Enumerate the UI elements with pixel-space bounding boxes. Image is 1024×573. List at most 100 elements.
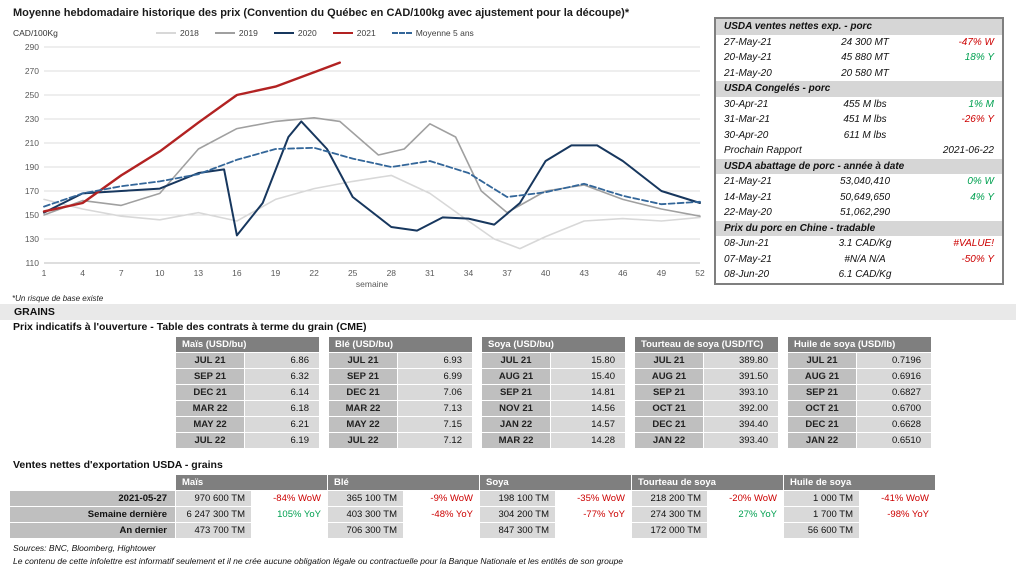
- contract-price: 6.86: [245, 353, 319, 368]
- contract-price: 7.13: [398, 401, 472, 416]
- svg-text:210: 210: [25, 138, 39, 148]
- panel-row-change: [918, 68, 994, 80]
- contract-price: 394.40: [704, 417, 778, 432]
- contract-month: MAR 22: [482, 433, 550, 448]
- contract-month: AUG 21: [788, 369, 856, 384]
- futures-group: Tourteau de soya (USD/TC) JUL 21 389.80 AUG…: [635, 337, 778, 448]
- panel-row-date: 22-May-20: [724, 207, 772, 218]
- panel-row-change: 1% M: [968, 98, 994, 110]
- legend-label: 2020: [297, 28, 317, 38]
- panel-row-date: Prochain Rapport: [724, 145, 802, 156]
- contract-price: 14.57: [551, 417, 625, 432]
- exports-change: 27% YoY: [708, 507, 783, 522]
- svg-text:13: 13: [194, 268, 204, 278]
- contract-month: JUL 21: [176, 353, 244, 368]
- panel-row-value: 611 M lbs: [843, 129, 887, 141]
- panel-row: 27-May-21 24 300 MT -47% W: [716, 35, 1002, 51]
- legend-swatch: [391, 32, 412, 34]
- exports-value: 970 600 TM: [176, 491, 251, 506]
- exports-change: [708, 523, 783, 538]
- legend-label: 2019: [238, 28, 258, 38]
- panel-row-date: 08-Jun-20: [724, 269, 770, 280]
- svg-text:28: 28: [387, 268, 397, 278]
- panel-row: 30-Apr-21 455 M lbs 1% M: [716, 97, 1002, 113]
- contract-price: 15.80: [551, 353, 625, 368]
- price-chart: 110 130 150 170 190 210 230 250 270 290 1 4 7 10 13 16 1…: [25, 42, 705, 289]
- panel-row-date: 31-Mar-21: [724, 114, 770, 125]
- exports-change: [556, 523, 631, 538]
- exports-table: Maïs Blé Soya Tourteau de soya Huile de soya…: [10, 475, 935, 538]
- panel-row: 20-May-21 45 880 MT 18% Y: [716, 50, 1002, 66]
- legend-swatch: [156, 32, 176, 34]
- sources-line: Sources: BNC, Bloomberg, Hightower: [13, 543, 156, 553]
- futures-group: Huile de soya (USD/lb) JUL 21 0.7196 AUG 21…: [788, 337, 931, 448]
- contract-month: SEP 21: [788, 385, 856, 400]
- futures-group-header: Tourteau de soya (USD/TC): [635, 337, 778, 352]
- exports-value: 172 000 TM: [632, 523, 707, 538]
- panel-row-date: 14-May-21: [724, 191, 772, 203]
- page-title: Moyenne hebdomadaire historique des prix…: [13, 7, 630, 19]
- panel-row: 08-Jun-21 3.1 CAD/Kg #VALUE!: [716, 236, 1002, 252]
- panel-row-change: 4% Y: [970, 191, 994, 203]
- panel-row-change: #VALUE!: [953, 238, 994, 249]
- panel-section-header: Prix du porc en Chine - tradable: [716, 220, 1002, 236]
- contract-month: JUL 21: [329, 353, 397, 368]
- contract-month: OCT 21: [635, 401, 703, 416]
- panel-section-header: USDA ventes nettes exp. - porc: [716, 19, 1002, 35]
- chart-y-axis-title: CAD/100Kg: [13, 28, 58, 38]
- panel-row-date: 20-May-21: [724, 52, 772, 63]
- contract-price: 389.80: [704, 353, 778, 368]
- panel-section-header: USDA abattage de porc - année à date: [716, 158, 1002, 174]
- panel-row-value: 50,649,650: [839, 191, 891, 203]
- contract-month: MAR 22: [176, 401, 244, 416]
- exports-value: 274 300 TM: [632, 507, 707, 522]
- exports-value: 847 300 TM: [480, 523, 555, 538]
- legend-swatch: [332, 32, 353, 34]
- panel-row-change: [918, 207, 994, 219]
- panel-row-value: 20 580 MT: [841, 67, 889, 79]
- exports-column-header: Soya: [480, 475, 631, 490]
- contract-month: JUL 22: [176, 433, 244, 448]
- panel-row: 07-May-21 #N/A N/A -50% Y: [716, 252, 1002, 268]
- panel-row-date: 27-May-21: [724, 36, 772, 48]
- svg-text:52: 52: [695, 268, 705, 278]
- panel-row-value: 451 M lbs: [843, 114, 887, 125]
- chart-legend: 2018 2019 2020 2021 Moyenne 5 ans: [156, 28, 474, 38]
- svg-text:270: 270: [25, 66, 39, 76]
- contract-price: 6.19: [245, 433, 319, 448]
- exports-change: -77% YoY: [556, 507, 631, 522]
- panel-row-date: 30-Apr-21: [724, 98, 769, 110]
- panel-row-date: 07-May-21: [724, 253, 772, 265]
- futures-group: Blé (USD/bu) JUL 21 6.93 SEP 21 6.99 DEC 21 7.…: [329, 337, 472, 448]
- contract-month: JUL 21: [482, 353, 550, 368]
- contract-price: 392.00: [704, 401, 778, 416]
- panel-row-value: 3.1 CAD/Kg: [838, 238, 892, 249]
- legend-label: 2021: [356, 28, 376, 38]
- contract-month: DEC 21: [635, 417, 703, 432]
- contract-month: NOV 21: [482, 401, 550, 416]
- panel-row: 21-May-20 20 580 MT: [716, 66, 1002, 82]
- svg-text:25: 25: [348, 268, 358, 278]
- panel-row-value: [812, 145, 918, 157]
- legend-label: 2018: [180, 28, 199, 38]
- contract-price: 6.18: [245, 401, 319, 416]
- exports-change: -9% WoW: [404, 491, 479, 506]
- futures-table-title: Prix indicatifs à l'ouverture - Table de…: [13, 321, 367, 333]
- exports-change: -98% YoY: [860, 507, 935, 522]
- pork-report-panel: USDA ventes nettes exp. - porc 27-May-21 2…: [714, 17, 1004, 285]
- panel-row-value: 455 M lbs: [843, 98, 887, 110]
- contract-price: 6.32: [245, 369, 319, 384]
- legend-swatch: [273, 32, 294, 34]
- legend-item: 2020: [273, 28, 317, 38]
- exports-change: -84% WoW: [252, 491, 327, 506]
- panel-row: 08-Jun-20 6.1 CAD/Kg: [716, 267, 1002, 283]
- contract-month: SEP 21: [176, 369, 244, 384]
- exports-value: 6 247 300 TM: [176, 507, 251, 522]
- contract-price: 7.06: [398, 385, 472, 400]
- panel-row-change: -47% W: [958, 36, 994, 48]
- svg-text:40: 40: [541, 268, 551, 278]
- panel-row-change: -26% Y: [961, 114, 994, 125]
- contract-month: AUG 21: [635, 369, 703, 384]
- panel-section-header: USDA Congelés - porc: [716, 81, 1002, 97]
